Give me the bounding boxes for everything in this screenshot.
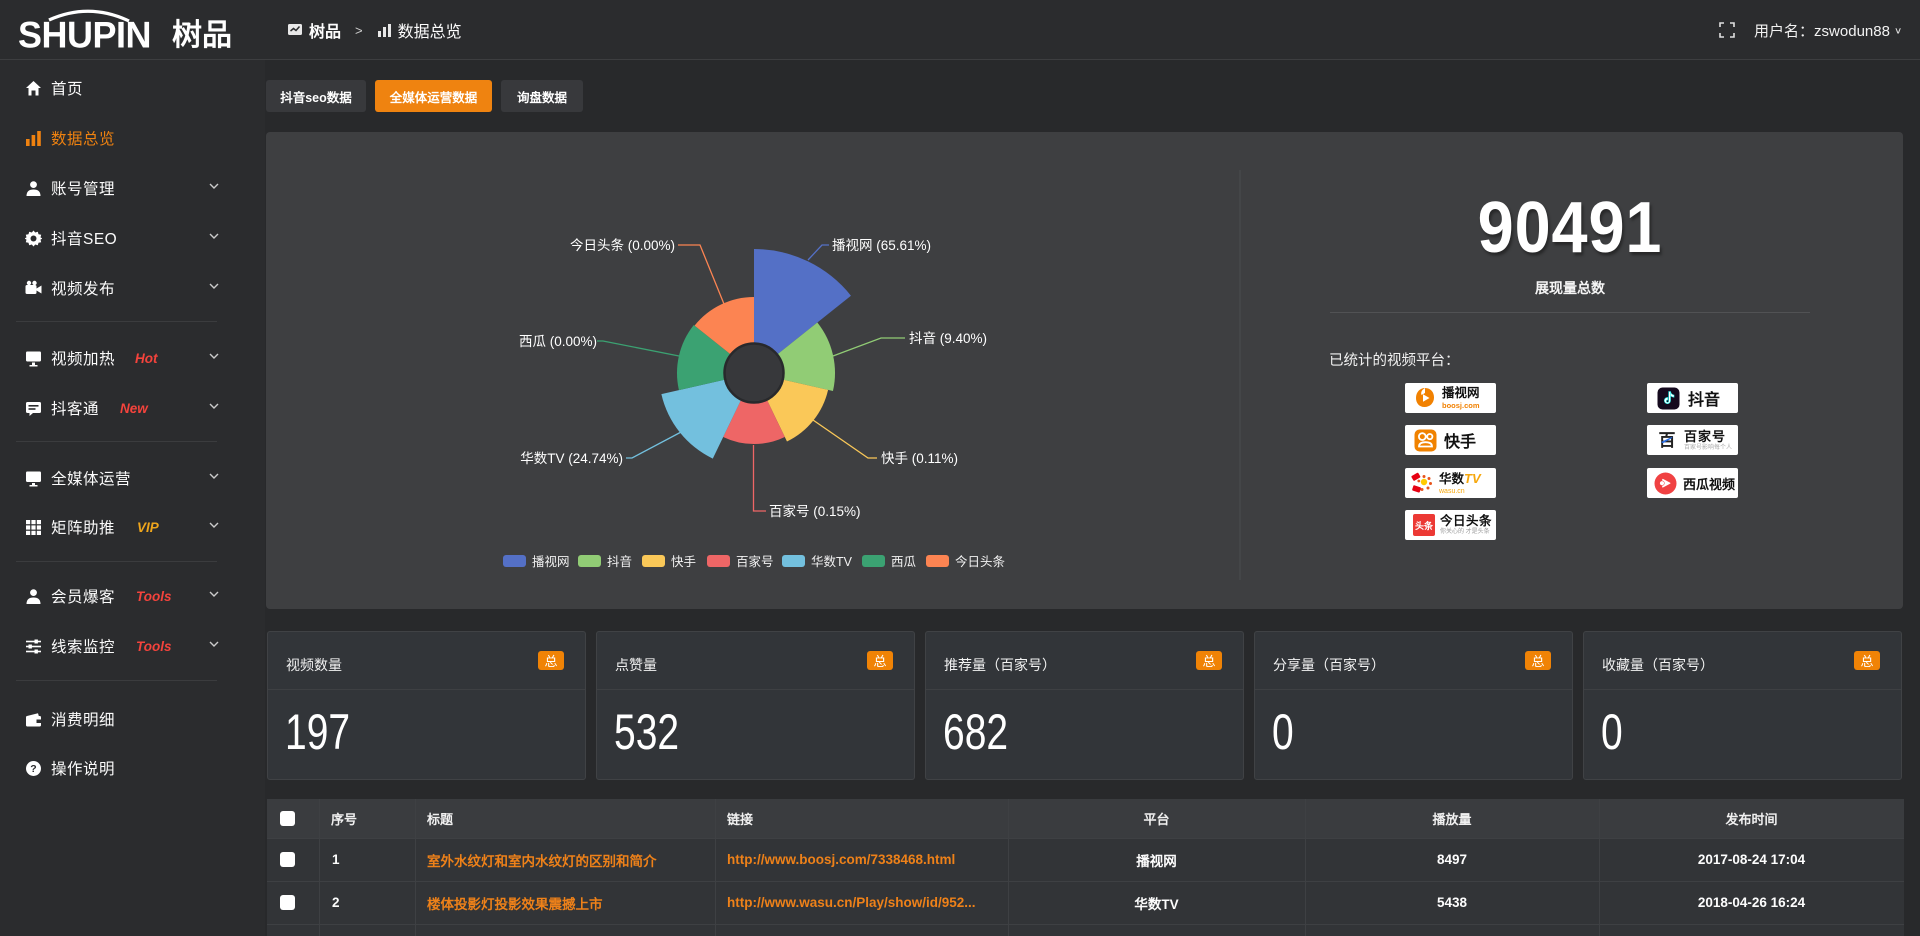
svg-text:播视网 (65.61%): 播视网 (65.61%) [832,238,931,253]
svg-text:快手: 快手 [671,555,696,569]
svg-text:树品: 树品 [172,19,232,52]
svg-text:百家号: 百家号 [736,554,774,569]
svg-text:播视网: 播视网 [532,554,570,569]
svg-text:西瓜: 西瓜 [891,555,917,569]
svg-text:西瓜 (0.00%): 西瓜 (0.00%) [519,334,597,349]
svg-text:华数TV: 华数TV [811,554,853,569]
svg-text:今日头条 (0.00%): 今日头条 (0.00%) [570,237,675,253]
svg-text:快手 (0.11%): 快手 (0.11%) [881,451,958,466]
svg-text:抖音 (9.40%): 抖音 (9.40%) [909,330,987,346]
svg-text:SHUPIN: SHUPIN [18,14,151,56]
svg-text:华数TV (24.74%): 华数TV (24.74%) [520,451,623,466]
svg-text:?: ? [30,763,36,775]
svg-text:抖音: 抖音 [607,554,632,569]
svg-text:头条: 头条 [1415,520,1434,531]
svg-text:今日头条: 今日头条 [955,554,1006,569]
svg-text:百家号 (0.15%): 百家号 (0.15%) [769,503,861,519]
